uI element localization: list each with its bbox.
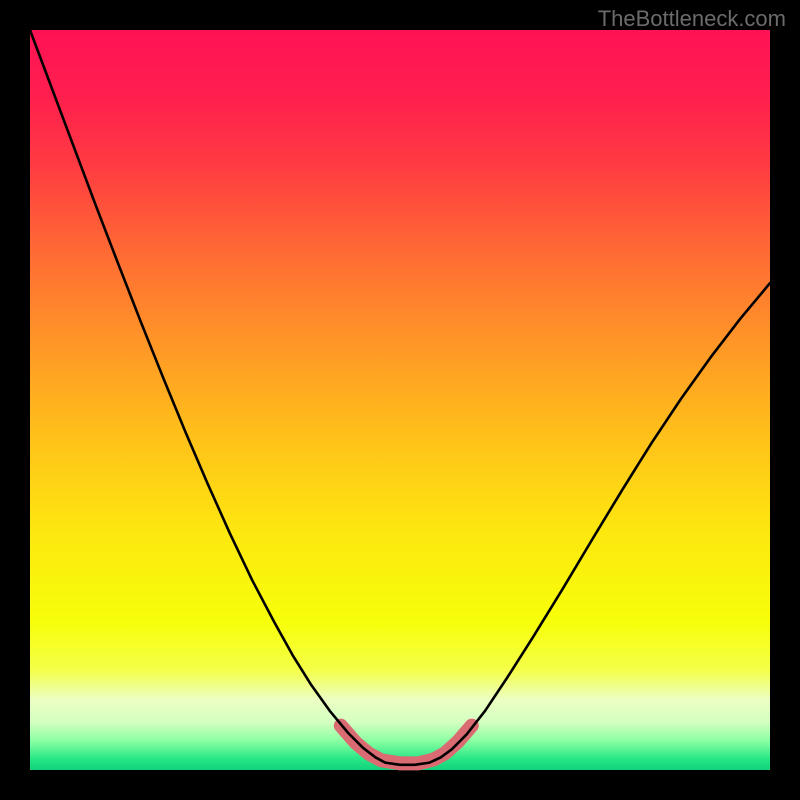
plot-background [30, 30, 770, 770]
bottleneck-chart [0, 0, 800, 800]
watermark-text: TheBottleneck.com [598, 6, 786, 32]
